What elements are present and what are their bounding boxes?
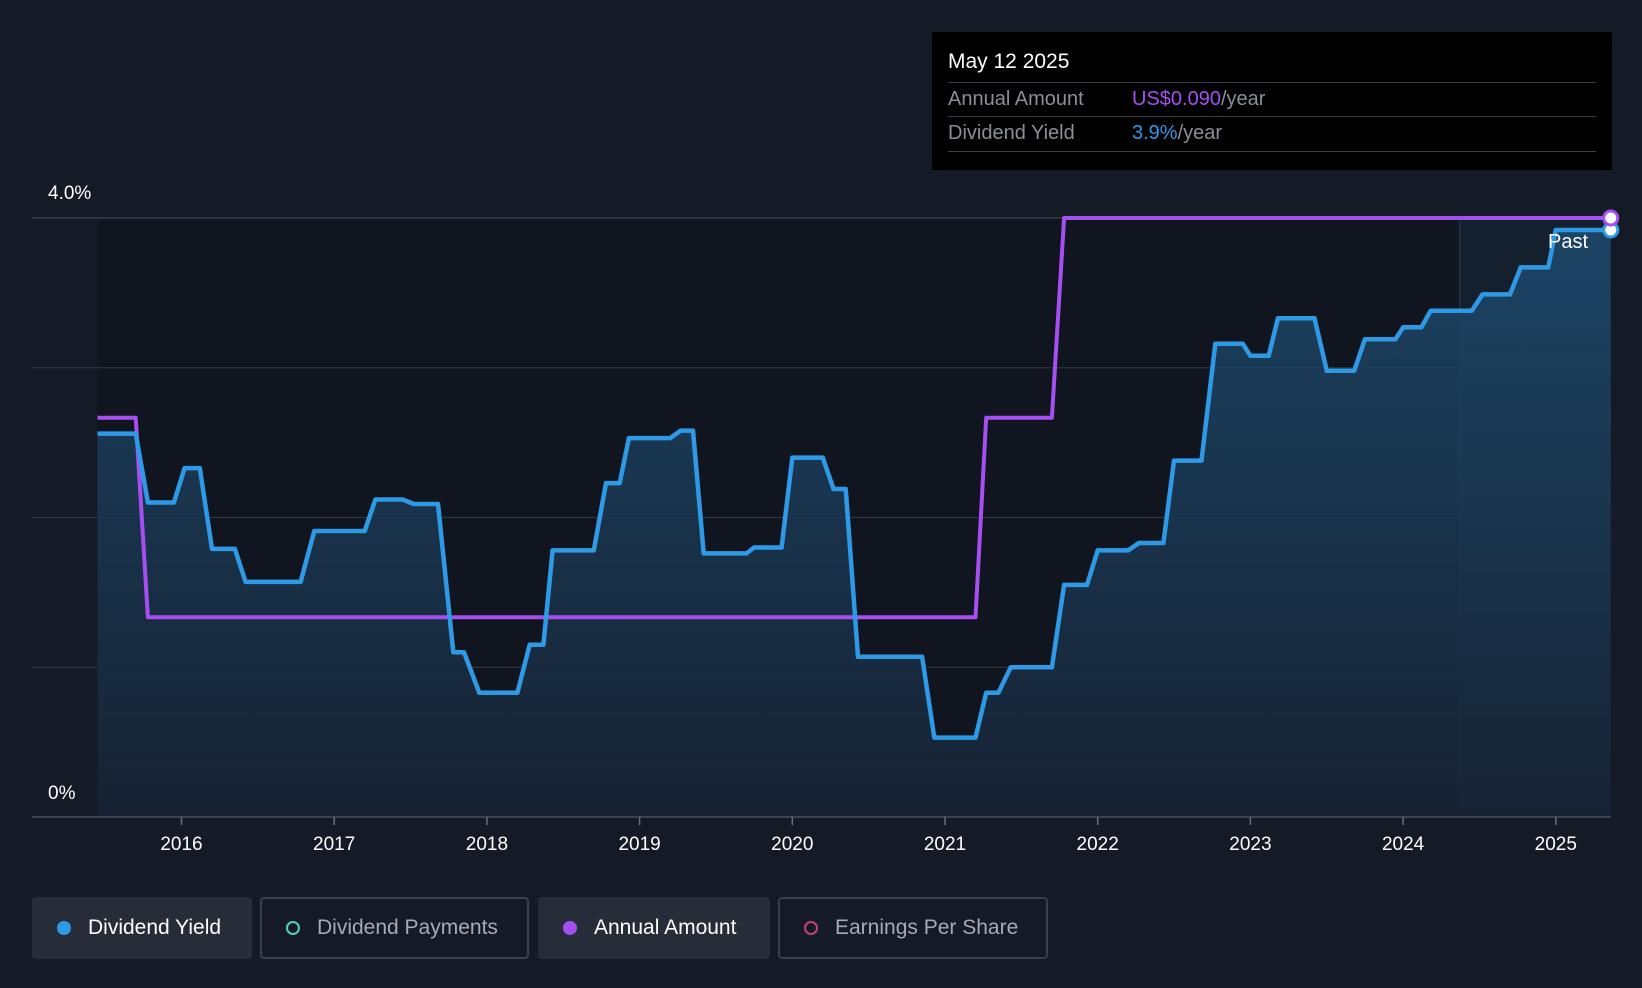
x-tick-label: 2024 [1382,834,1425,855]
dot-icon [57,921,71,935]
tooltip-value: 3.9%/year [1132,122,1222,145]
legend-annual-amount[interactable]: Annual Amount [538,897,770,959]
x-tick-label: 2020 [771,834,813,855]
unit: /year [1177,122,1223,144]
annual-amount-value: US$0.090 [1132,88,1221,110]
y-axis-top-label: 4.0% [48,183,92,204]
x-tick-label: 2018 [466,834,508,855]
amount-end-marker [1602,209,1620,227]
x-tick-label: 2025 [1535,834,1577,855]
tooltip-row-dividend-yield: Dividend Yield 3.9%/year [948,116,1596,152]
legend-label: Earnings Per Share [835,916,1019,939]
legend-earnings-per-share[interactable]: Earnings Per Share [778,897,1048,959]
tooltip-row-annual-amount: Annual Amount US$0.090/year [948,82,1596,117]
x-tick-label: 2019 [618,834,660,855]
ring-icon [804,921,818,935]
x-tick-label: 2017 [313,834,355,855]
unit: /year [1220,88,1266,110]
tooltip-value: US$0.090/year [1132,88,1265,111]
y-axis-bottom-label: 0% [48,783,76,804]
x-tick-label: 2021 [924,834,966,855]
tooltip: May 12 2025 Annual Amount US$0.090/year … [932,32,1612,170]
dividend-yield-area [97,230,1611,817]
legend-label: Dividend Yield [88,916,222,939]
ring-icon [286,921,300,935]
legend-dividend-payments[interactable]: Dividend Payments [260,897,529,959]
legend-label: Annual Amount [594,916,737,939]
dividend-yield-value: 3.9% [1132,122,1178,144]
dividend-yield-line [97,227,1611,740]
past-label: Past [1548,231,1589,253]
legend-label: Dividend Payments [317,916,498,939]
dot-icon [563,921,577,935]
tooltip-date: May 12 2025 [948,50,1070,73]
x-tick-label: 2023 [1229,834,1271,855]
tooltip-label: Annual Amount [948,88,1084,110]
x-tick-label: 2022 [1077,834,1119,855]
x-tick-label: 2016 [160,834,202,855]
legend-dividend-yield[interactable]: Dividend Yield [32,897,252,959]
tooltip-label: Dividend Yield [948,122,1075,144]
